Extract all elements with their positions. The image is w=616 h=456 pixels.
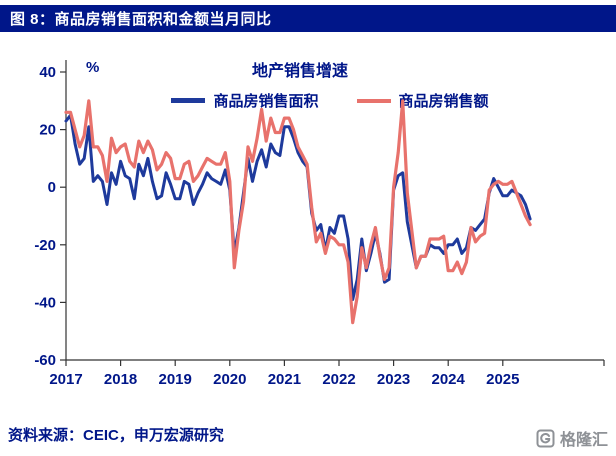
y-tick-label: -60 [34, 352, 56, 369]
figure-header: 图 8：商品房销售面积和金额当月同比 [0, 5, 616, 32]
chart-legend: 商品房销售面积 商品房销售额 [70, 90, 590, 111]
x-tick-label: 2017 [49, 371, 82, 388]
y-tick-label: 40 [39, 64, 56, 81]
x-tick-label: 2019 [159, 371, 192, 388]
y-tick-label: 20 [39, 122, 56, 139]
chart-title: 地产销售增速 [251, 63, 348, 80]
chart-canvas: 40 20 0 -20 -40 -60 2017 2018 2019 2020 2021 2022 20… [34, 60, 605, 388]
x-tick-label: 2024 [432, 371, 466, 388]
legend-label-area: 商品房销售面积 [213, 93, 319, 110]
gelonghui-logo: 格隆汇 [536, 426, 608, 450]
x-tick-label: 2018 [104, 371, 137, 388]
y-tick-label: -40 [34, 294, 56, 311]
legend-swatch-amount [356, 98, 391, 103]
x-tick-label: 2020 [213, 371, 246, 388]
x-tick-label: 2021 [268, 371, 301, 388]
gelonghui-logo-text: 格隆汇 [559, 432, 608, 449]
x-tick-label: 2023 [377, 371, 410, 388]
y-tick-label: 0 [48, 179, 56, 196]
y-axis-unit-label: % [86, 59, 100, 76]
legend-label-amount: 商品房销售额 [398, 93, 489, 110]
gelonghui-icon [536, 429, 555, 447]
x-tick-label: 2022 [322, 371, 355, 388]
series-line-area [64, 113, 532, 301]
x-tick-label: 2025 [486, 371, 519, 388]
legend-item-area: 商品房销售面积 [171, 90, 319, 111]
legend-swatch-area [171, 98, 206, 103]
y-tick-label: -20 [34, 237, 56, 254]
source-note: 资料来源：CEIC，申万宏源研究 [8, 427, 224, 444]
legend-item-amount: 商品房销售额 [356, 90, 489, 111]
figure-title: 图 8：商品房销售面积和金额当月同比 [10, 11, 272, 28]
series-line-amount [64, 99, 532, 325]
